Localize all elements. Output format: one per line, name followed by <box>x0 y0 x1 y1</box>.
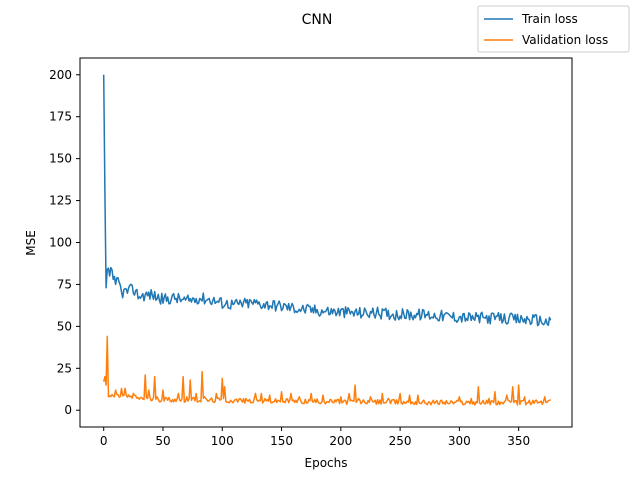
legend-label-validation-loss: Validation loss <box>522 33 608 47</box>
y-tick-label: 0 <box>64 403 72 417</box>
y-axis: 0 25 50 75 100 125 150 175 200 <box>49 68 80 417</box>
x-tick-label: 0 <box>100 434 108 448</box>
y-tick-label: 200 <box>49 68 72 82</box>
x-tick-label: 200 <box>329 434 352 448</box>
x-tick-label: 350 <box>507 434 530 448</box>
y-tick-label: 150 <box>49 152 72 166</box>
y-axis-label: MSE <box>24 230 38 256</box>
y-tick-label: 175 <box>49 110 72 124</box>
y-tick-label: 75 <box>57 277 72 291</box>
x-axis-label: Epochs <box>305 456 348 470</box>
legend-label-train-loss: Train loss <box>521 12 578 26</box>
x-tick-label: 50 <box>155 434 170 448</box>
chart-title: CNN <box>302 12 333 28</box>
legend-box <box>477 5 630 53</box>
y-tick-label: 25 <box>57 361 72 375</box>
x-tick-label: 150 <box>270 434 293 448</box>
y-tick-label: 125 <box>49 194 72 208</box>
train-loss-line <box>102 74 552 327</box>
y-tick-label: 50 <box>57 319 72 333</box>
x-tick-label: 300 <box>448 434 471 448</box>
x-axis: 0 50 100 150 200 250 300 350 <box>100 427 530 448</box>
validation-loss-line <box>102 335 551 406</box>
plot-area <box>102 74 552 406</box>
y-tick-label: 100 <box>49 236 72 250</box>
x-tick-label: 250 <box>389 434 412 448</box>
x-tick-label: 100 <box>211 434 234 448</box>
legend: Train loss Validation loss <box>477 5 630 53</box>
